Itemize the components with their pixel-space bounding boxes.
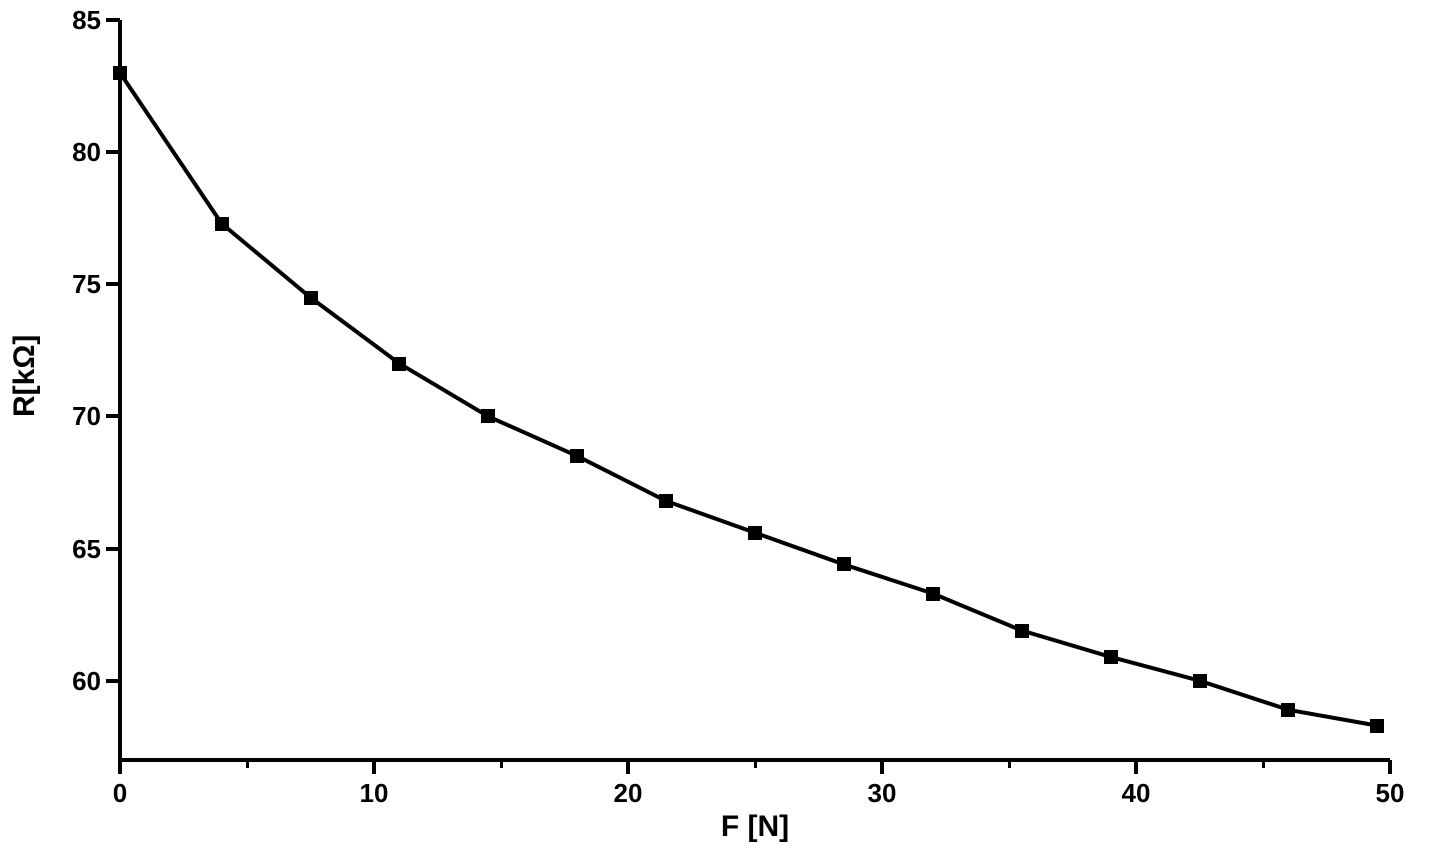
y-tick-label: 80: [51, 137, 101, 168]
x-tick-major: [1388, 760, 1392, 774]
x-tick-minor: [500, 760, 503, 768]
x-tick-label: 0: [90, 778, 150, 809]
data-marker: [659, 494, 673, 508]
x-tick-label: 40: [1106, 778, 1166, 809]
data-marker: [392, 357, 406, 371]
y-tick-major: [106, 18, 120, 22]
y-tick-label: 65: [51, 534, 101, 565]
y-tick-label: 85: [51, 5, 101, 36]
x-tick-label: 20: [598, 778, 658, 809]
x-tick-minor: [1008, 760, 1011, 768]
data-marker: [113, 66, 127, 80]
y-tick-label: 70: [51, 401, 101, 432]
data-line-svg: [0, 0, 1436, 861]
y-axis-line: [118, 20, 122, 760]
x-axis-label: F [N]: [695, 810, 815, 844]
data-marker: [1193, 674, 1207, 688]
data-marker: [1104, 650, 1118, 664]
y-tick-label: 75: [51, 269, 101, 300]
data-marker: [748, 526, 762, 540]
y-tick-major: [106, 150, 120, 154]
x-tick-major: [1134, 760, 1138, 774]
y-tick-major: [106, 282, 120, 286]
x-tick-minor: [246, 760, 249, 768]
x-tick-major: [372, 760, 376, 774]
data-marker: [1281, 703, 1295, 717]
data-marker: [481, 409, 495, 423]
x-tick-major: [880, 760, 884, 774]
y-tick-major: [106, 679, 120, 683]
data-marker: [1370, 719, 1384, 733]
x-tick-major: [626, 760, 630, 774]
series-line: [120, 73, 1377, 726]
x-tick-label: 30: [852, 778, 912, 809]
x-tick-label: 10: [344, 778, 404, 809]
data-marker: [215, 217, 229, 231]
data-marker: [304, 291, 318, 305]
data-marker: [1015, 624, 1029, 638]
data-marker: [570, 449, 584, 463]
x-tick-label: 50: [1360, 778, 1420, 809]
x-tick-minor: [1262, 760, 1265, 768]
data-marker: [837, 557, 851, 571]
x-tick-minor: [754, 760, 757, 768]
data-marker: [926, 587, 940, 601]
y-tick-label: 60: [51, 666, 101, 697]
x-tick-major: [118, 760, 122, 774]
y-axis-label: R[kΩ]: [8, 367, 42, 417]
y-tick-major: [106, 547, 120, 551]
chart-container: 0 10 20 30 40 50 60 65 70 75 80 85 F [N] R[kΩ]: [0, 0, 1436, 861]
y-tick-major: [106, 414, 120, 418]
